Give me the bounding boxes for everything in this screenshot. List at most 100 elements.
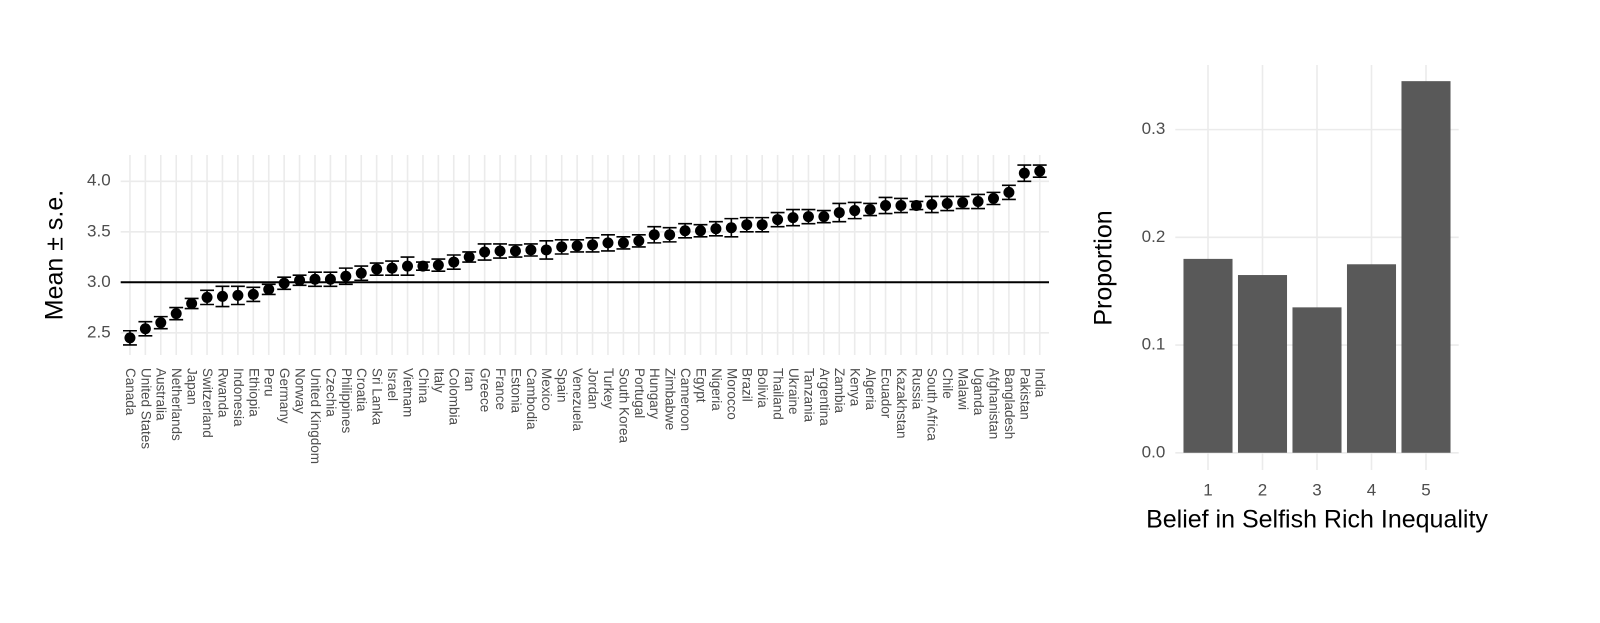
x-tick-label: Ukraine [786, 368, 801, 415]
y-tick-label: 3.0 [87, 272, 111, 291]
point [864, 204, 876, 216]
x-tick-label: Cameroon [678, 368, 693, 431]
x-tick-label: 4 [1367, 480, 1376, 499]
x-tick-label: United Kingdom [308, 368, 323, 464]
x-tick-label: Kenya [848, 368, 863, 407]
point [787, 212, 799, 224]
point [833, 207, 845, 219]
x-tick-label: Spain [555, 368, 570, 403]
point [602, 237, 614, 249]
x-tick-label: Nigeria [709, 368, 724, 411]
point [540, 244, 552, 256]
x-tick-label: Greece [478, 368, 493, 412]
x-tick-label: 2 [1258, 480, 1267, 499]
point [139, 323, 151, 335]
x-tick-label: Portugal [632, 368, 647, 418]
point [664, 229, 676, 241]
point [432, 259, 444, 271]
x-tick-label: Venezuela [570, 368, 585, 432]
point [972, 195, 984, 207]
point [957, 196, 969, 208]
point [324, 273, 336, 285]
x-tick-label: Vietnam [400, 368, 415, 417]
x-tick-label: Malawi [956, 368, 971, 410]
point [756, 219, 768, 231]
point [818, 211, 830, 223]
point [633, 235, 645, 247]
point [679, 225, 691, 237]
point [232, 289, 244, 301]
point [309, 273, 321, 285]
x-tick-label: Norway [293, 368, 308, 414]
x-tick-label: Chile [940, 368, 955, 399]
point [772, 214, 784, 226]
point [417, 260, 429, 272]
point [1018, 167, 1030, 179]
point [849, 205, 861, 217]
point [941, 197, 953, 209]
point [695, 225, 707, 237]
point [895, 200, 907, 212]
x-tick-label: Indonesia [231, 368, 246, 427]
x-tick-label: Switzerland [200, 368, 215, 438]
x-tick-label: Cambodia [524, 368, 539, 430]
x-tick-label: Czechia [323, 368, 338, 417]
x-tick-label: Ethiopia [246, 368, 261, 417]
x-tick-label: Kazakhstan [894, 368, 909, 439]
bar [1183, 258, 1233, 453]
point [294, 274, 306, 286]
point [386, 262, 398, 274]
y-tick-label: 3.5 [87, 221, 111, 240]
x-tick-label: Bolivia [755, 368, 770, 408]
y-tick-label: 2.5 [87, 322, 111, 341]
x-tick-label: Rwanda [215, 368, 230, 418]
point [402, 260, 414, 272]
x-axis-title: Belief in Selfish Rich Inequality [1146, 506, 1488, 534]
x-tick-label: Canada [123, 368, 138, 416]
point [155, 317, 167, 329]
y-tick-label: 4.0 [87, 171, 111, 190]
bar [1401, 81, 1451, 453]
point [587, 239, 599, 251]
point [556, 241, 568, 253]
x-tick-label: Peru [262, 368, 277, 397]
y-tick-label: 0.2 [1142, 227, 1166, 246]
point [371, 263, 383, 275]
x-tick-label: Ecuador [878, 368, 893, 419]
point [987, 192, 999, 204]
x-tick-label: South Korea [616, 368, 631, 444]
point [648, 229, 660, 241]
x-tick-label: Japan [185, 368, 200, 405]
x-tick-label: Zambia [832, 368, 847, 414]
x-tick-label: Croatia [354, 368, 369, 412]
point [216, 290, 228, 302]
point [725, 222, 737, 234]
x-tick-label: Uganda [971, 368, 986, 416]
x-tick-label: Colombia [447, 368, 462, 426]
x-tick-label: Germany [277, 368, 292, 424]
x-tick-label: Argentina [817, 368, 832, 426]
point [802, 211, 814, 223]
point [880, 200, 892, 212]
y-axis-title: Proportion [1090, 210, 1118, 325]
x-tick-label: Russia [909, 368, 924, 410]
x-tick-label: Thailand [771, 368, 786, 420]
y-axis-title: Mean ± s.e. [41, 190, 69, 320]
x-tick-label: Australia [154, 368, 169, 421]
point [170, 308, 182, 320]
y-tick-label: 0.1 [1142, 335, 1166, 354]
x-tick-label: Egypt [693, 368, 708, 403]
bar [1346, 264, 1397, 453]
x-tick-label: India [1033, 368, 1048, 398]
x-tick-label: Morocco [724, 368, 739, 420]
x-tick-label: Israel [385, 368, 400, 401]
x-tick-label: Brazil [740, 368, 755, 402]
point [479, 246, 491, 258]
bar [1292, 307, 1342, 453]
y-tick-label: 0.3 [1142, 119, 1166, 138]
x-tick-label: Hungary [647, 368, 662, 419]
x-tick-label: Jordan [585, 368, 600, 409]
point [201, 291, 213, 303]
x-tick-label: Sri Lanka [370, 368, 385, 426]
